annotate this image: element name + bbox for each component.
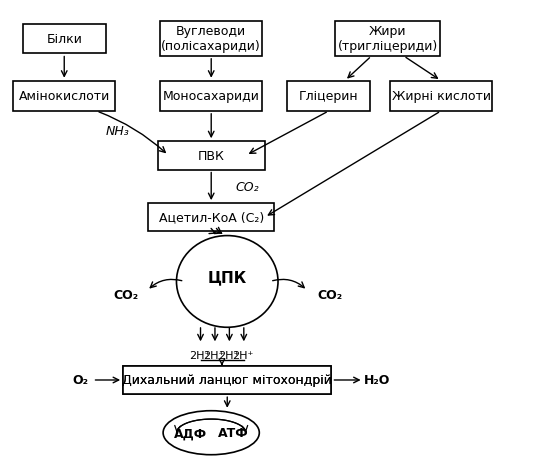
Text: Гліцерин: Гліцерин xyxy=(299,90,359,103)
Text: ЦПК: ЦПК xyxy=(207,270,247,285)
Text: O₂: O₂ xyxy=(72,374,88,387)
Text: 2H⁺: 2H⁺ xyxy=(189,350,210,360)
Text: Дихальний ланцюг мітохондрій: Дихальний ланцюг мітохондрій xyxy=(122,374,332,387)
FancyBboxPatch shape xyxy=(158,142,265,170)
Text: 2H⁺: 2H⁺ xyxy=(218,350,239,360)
Text: Жири
(тригліцериди): Жири (тригліцериди) xyxy=(338,25,438,53)
FancyBboxPatch shape xyxy=(390,81,492,112)
FancyBboxPatch shape xyxy=(123,366,332,394)
FancyBboxPatch shape xyxy=(148,204,274,232)
Text: CO₂: CO₂ xyxy=(113,288,138,301)
Text: АТФ: АТФ xyxy=(218,426,249,439)
Text: Вуглеводи
(полісахариди): Вуглеводи (полісахариди) xyxy=(161,25,261,53)
Text: 2H⁺: 2H⁺ xyxy=(232,350,253,360)
Text: Моносахариди: Моносахариди xyxy=(163,90,260,103)
Text: Білки: Білки xyxy=(46,33,82,46)
Text: АДФ: АДФ xyxy=(174,426,207,439)
Text: Ацетил-КоА (С₂): Ацетил-КоА (С₂) xyxy=(159,211,264,224)
Ellipse shape xyxy=(177,236,278,327)
Text: ПВК: ПВК xyxy=(198,150,225,163)
FancyBboxPatch shape xyxy=(335,22,440,56)
Text: Жирні кислоти: Жирні кислоти xyxy=(392,90,490,103)
Text: CO₂: CO₂ xyxy=(235,180,259,193)
FancyBboxPatch shape xyxy=(23,25,106,54)
FancyBboxPatch shape xyxy=(160,22,262,56)
Text: CO₂: CO₂ xyxy=(318,288,342,301)
FancyBboxPatch shape xyxy=(160,81,262,112)
Text: Дихальний ланцюг мітохондрій: Дихальний ланцюг мітохондрій xyxy=(122,374,332,387)
FancyBboxPatch shape xyxy=(14,81,115,112)
Text: 2H⁺: 2H⁺ xyxy=(203,350,225,360)
Ellipse shape xyxy=(163,411,259,455)
FancyBboxPatch shape xyxy=(287,81,370,112)
Text: NH₃: NH₃ xyxy=(106,125,130,138)
Text: Амінокислоти: Амінокислоти xyxy=(18,90,110,103)
FancyBboxPatch shape xyxy=(123,366,332,394)
Text: H₂O: H₂O xyxy=(364,374,390,387)
